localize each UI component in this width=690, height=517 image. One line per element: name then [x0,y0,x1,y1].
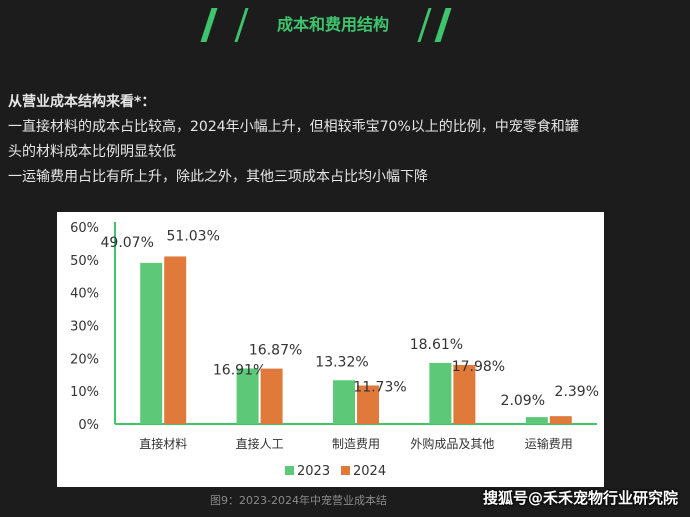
y-tick-label: 60% [70,221,99,236]
x-tick-label: 直接人工 [236,436,284,451]
y-tick-label: 50% [70,254,99,269]
intro-line: 头的材料成本比例明显较低 [8,144,176,160]
data-label: 17.98% [452,359,505,375]
bar-2024 [357,385,379,424]
intro-heading: 从营业成本结构来看*： [8,94,156,110]
legend-swatch-2024 [341,466,350,475]
bar-2023 [140,262,163,424]
source-watermark: 搜狐号@禾禾宠物行业研究院 [482,489,678,507]
data-label: 2.09% [501,393,545,409]
bar-2023 [236,368,259,424]
bar-2024 [260,368,283,424]
legend-swatch-2023 [285,466,294,475]
legend-label: 2023 [297,464,330,479]
x-tick-label: 运输费用 [525,436,573,451]
header-decoration-right [434,8,452,42]
data-label: 16.91% [213,362,266,378]
bar-2023 [525,417,548,424]
data-label: 16.87% [249,343,302,359]
chart-panel: 0% 10% 20% 30% 40% 50% 60% 49.07% 51.03% 直接材料 16.9… [57,212,604,487]
y-tick-label: 10% [70,385,99,400]
data-label: 11.73% [353,379,406,395]
y-tick-label: 40% [70,287,99,302]
figure-caption: 图9：2023-2024年中宠营业成本结 [210,494,387,507]
bar-chart: 0% 10% 20% 30% 40% 50% 60%49.07% 51.03% 直接材料 16.9… [70,221,599,479]
intro-line: 一运输费用占比有所上升，除此之外，其他三项成本占比均小幅下降 [8,169,428,185]
data-label: 18.61% [410,337,463,353]
y-tick-label: 20% [70,352,99,367]
bar-2024 [549,416,572,424]
x-tick-label: 制造费用 [332,437,380,451]
intro-text: 从营业成本结构来看*： 一直接材料的成本占比较高，2024年小幅上升，但相较乖宝… [8,90,678,190]
bar-2023 [333,380,355,424]
data-label: 51.03% [167,228,220,244]
y-tick-label: 0% [78,418,99,433]
header-decoration-left [200,8,218,42]
x-tick-label: 直接材料 [139,436,187,451]
data-label: 49.07% [101,235,154,251]
bar-2024 [164,256,187,424]
data-label: 13.32% [315,354,368,370]
x-tick-label: 外购成品及其他 [410,436,494,451]
section-title: 成本和费用结构 [276,15,389,34]
bar-2023 [429,362,452,424]
data-label: 2.39% [555,384,599,400]
bar-2024 [453,364,476,424]
y-tick-label: 30% [70,320,99,335]
header: 成本和费用结构 [0,0,690,56]
intro-line: 一直接材料的成本占比较高，2024年小幅上升，但相较乖宝70%以上的比例，中宠零… [8,119,579,135]
legend-label: 2024 [353,464,386,479]
